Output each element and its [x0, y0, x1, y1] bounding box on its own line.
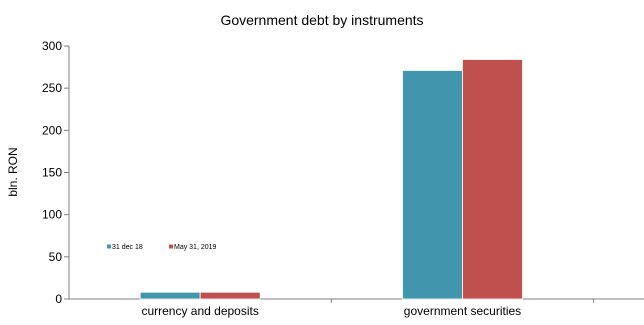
x-axis-categories: currency and deposits government securiti… [141, 299, 595, 318]
y-tick-label: 0 [55, 292, 62, 306]
legend-swatch [169, 244, 173, 249]
bar-dec-2018 [402, 70, 463, 300]
y-tick-label: 150 [42, 166, 62, 180]
bar-dec-2018 [139, 291, 201, 300]
y-tick-label: 100 [42, 208, 62, 222]
chart-title: Government debt by instruments [220, 12, 423, 28]
y-tick-label: 300 [42, 39, 62, 53]
legend-label: 31 dec 18 [112, 244, 143, 251]
bar-may-2019 [199, 291, 261, 300]
x-category-label: government securities [404, 304, 521, 318]
y-axis-label: bln. RON [6, 147, 20, 196]
y-tick-label: 50 [49, 250, 63, 264]
legend-label: May 31, 2019 [174, 244, 217, 251]
legend: 31 dec 18 May 31, 2019 [107, 244, 217, 251]
bar-may-2019 [462, 59, 523, 300]
bars [139, 59, 523, 300]
y-axis-ticks: 0 50 100 150 200 250 300 [42, 39, 69, 306]
y-tick-label: 200 [42, 123, 62, 137]
x-category-label: currency and deposits [141, 304, 258, 318]
y-tick-label: 250 [42, 81, 62, 95]
legend-swatch [107, 244, 111, 249]
